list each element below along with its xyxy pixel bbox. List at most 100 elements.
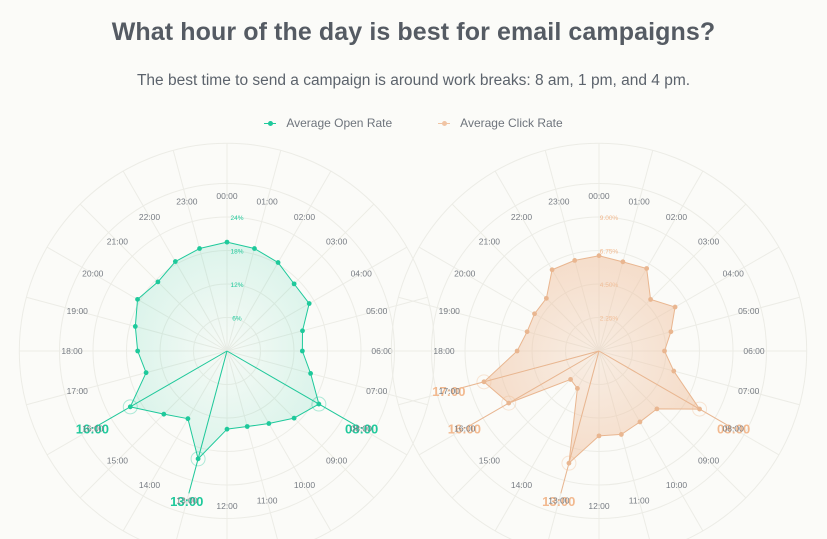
- radial-tick-label: 9.00%: [600, 215, 619, 222]
- hour-label: 16:00: [82, 424, 104, 434]
- data-point: [697, 406, 702, 412]
- hour-label: 11:00: [257, 496, 278, 506]
- data-point: [575, 385, 580, 391]
- hour-label: 01:00: [256, 196, 278, 206]
- hour-label: 12:00: [216, 501, 238, 511]
- hour-label: 23:00: [176, 196, 198, 206]
- hour-label: 00:00: [588, 191, 610, 201]
- data-point: [127, 404, 133, 410]
- data-point: [648, 297, 653, 302]
- data-area: [129, 241, 320, 460]
- data-point: [524, 329, 530, 335]
- legend-item-click-rate[interactable]: Average Click Rate: [438, 116, 563, 130]
- data-area: [483, 255, 701, 464]
- hour-label: 18:00: [433, 346, 455, 356]
- hour-label: 20:00: [82, 269, 104, 279]
- highlight-ray: [471, 350, 600, 426]
- hour-label: 12:00: [588, 501, 610, 511]
- hour-label: 17:00: [439, 386, 461, 396]
- data-point: [668, 329, 674, 335]
- page-subtitle: The best time to send a campaign is arou…: [136, 72, 691, 89]
- data-point: [572, 257, 578, 263]
- legend-label-click-rate: Average Click Rate: [460, 116, 563, 130]
- highlight-ray: [560, 350, 600, 494]
- radar-chart-click-rate: 2.25%4.50%6.75%9.00%08:0013:0016:0017:00…: [390, 142, 808, 539]
- data-point: [135, 296, 140, 302]
- data-point: [132, 324, 138, 329]
- hour-label: 02:00: [294, 212, 316, 222]
- legend-marker-open-icon: [264, 117, 277, 129]
- highlight-label: 08:00: [345, 422, 378, 437]
- highlight-label: 16:00: [448, 422, 481, 437]
- data-point: [172, 259, 178, 264]
- hour-label: 07:00: [738, 386, 760, 396]
- legend-open-dot: [267, 120, 273, 126]
- hour-label: 04:00: [351, 269, 373, 279]
- data-point: [637, 419, 643, 425]
- highlight-label: 08:00: [717, 422, 750, 437]
- data-point: [514, 348, 520, 354]
- hour-label: 20:00: [454, 269, 476, 279]
- data-point: [532, 311, 537, 317]
- highlight-label: 17:00: [432, 384, 465, 399]
- data-point: [155, 279, 161, 285]
- data-point: [266, 421, 272, 426]
- data-point: [224, 239, 230, 245]
- legend-item-open-rate[interactable]: Average Open Rate: [264, 116, 392, 130]
- highlight-ray: [99, 350, 228, 426]
- highlight-halo: [122, 399, 138, 415]
- data-point: [275, 260, 281, 265]
- hour-label: 11:00: [629, 496, 650, 506]
- hour-label: 02:00: [666, 212, 688, 222]
- highlight-label: 16:00: [76, 422, 109, 437]
- highlight-halo: [311, 396, 327, 412]
- hour-label: 19:00: [439, 306, 461, 316]
- data-point: [662, 348, 667, 354]
- data-point: [224, 426, 230, 432]
- data-point: [644, 266, 650, 271]
- hour-label: 14:00: [511, 480, 533, 490]
- data-point: [291, 281, 297, 287]
- data-point: [481, 379, 487, 385]
- hour-label: 01:00: [628, 196, 650, 206]
- data-point: [620, 259, 626, 265]
- hour-label: 15:00: [479, 456, 501, 466]
- data-point: [197, 246, 202, 251]
- data-point: [299, 348, 305, 354]
- highlight-halo: [190, 451, 206, 467]
- hour-label: 19:00: [67, 306, 89, 316]
- data-point: [672, 304, 678, 310]
- hour-label: 09:00: [698, 456, 720, 466]
- data-point: [506, 400, 512, 406]
- legend: Average Open Rate Average Click Rate: [0, 116, 827, 130]
- hour-label: 22:00: [139, 212, 161, 222]
- hour-label: 03:00: [698, 236, 720, 246]
- data-point: [308, 370, 313, 376]
- hour-label: 22:00: [511, 212, 533, 222]
- hour-label: 13:00: [548, 496, 570, 506]
- highlight-ray: [598, 350, 727, 426]
- hour-label: 05:00: [738, 306, 760, 316]
- data-point: [244, 424, 250, 429]
- data-point: [568, 377, 573, 382]
- hour-label: 15:00: [107, 456, 129, 466]
- hour-label: 07:00: [366, 386, 388, 396]
- highlight-halo: [692, 401, 708, 417]
- hour-label: 09:00: [326, 456, 348, 466]
- data-point: [543, 295, 549, 301]
- data-point: [306, 301, 312, 306]
- highlight-ray: [456, 350, 600, 390]
- hour-label: 17:00: [67, 386, 89, 396]
- page-title: What hour of the day is best for email c…: [111, 18, 716, 46]
- highlight-ray: [226, 350, 355, 426]
- hour-label: 04:00: [723, 269, 745, 279]
- hour-label: 21:00: [107, 236, 129, 246]
- hour-label: 03:00: [326, 236, 348, 246]
- hour-label: 05:00: [366, 306, 388, 316]
- radial-tick-label: 24%: [230, 215, 243, 222]
- highlight-label: 13:00: [170, 494, 203, 509]
- hour-label: 14:00: [139, 480, 161, 490]
- data-point: [252, 246, 257, 251]
- highlight-halo: [476, 374, 492, 390]
